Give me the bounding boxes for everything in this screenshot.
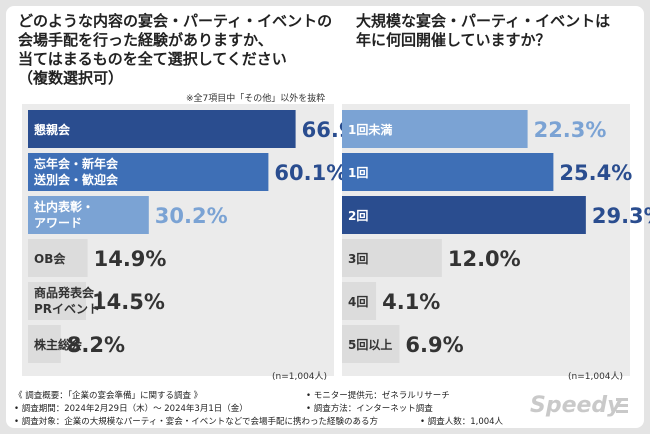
category-label: 1回 [348, 166, 368, 180]
left-n-label: (n=1,004人) [272, 372, 328, 382]
category-label: 1回未満 [348, 122, 392, 137]
category-label: 送別会・歓迎会 [33, 172, 119, 187]
speedy-logo: Speedy [530, 393, 628, 418]
category-label: 4回 [348, 295, 368, 309]
category-label: アワード [34, 216, 82, 230]
category-label: 忘年会・新年会 [34, 156, 119, 171]
value-label: 22.3% [534, 118, 607, 142]
value-label: 4.1% [382, 290, 440, 314]
value-label: 60.1% [274, 161, 347, 185]
category-label: 3回 [348, 252, 368, 266]
category-label: 懇親会 [34, 122, 71, 137]
bar [28, 110, 296, 148]
bar [342, 196, 586, 234]
right-n-label: (n=1,004人) [568, 372, 624, 382]
value-label: 14.9% [94, 247, 167, 271]
footer-line: 《 調査概要：「企業の宴会準備」に関する調査 》 [14, 391, 203, 401]
category-label: 株主総会 [34, 337, 83, 352]
footer-line: • 調査人数：1,004人 [420, 417, 504, 427]
left-question-title: どのような内容の宴会・パーティ・イベントの 会場手配を行った経験がありますか、 … [18, 12, 338, 88]
left-title-line: 会場手配を行った経験がありますか、 [18, 31, 273, 49]
right-title-line: 年に何回開催していますか？ [356, 31, 551, 49]
category-label: OB会 [34, 251, 66, 266]
footer-line: • 調査方法：インターネット調査 [306, 404, 433, 414]
logo-text: Speedy [530, 393, 623, 418]
value-label: 29.3% [592, 204, 650, 228]
bar [28, 282, 86, 320]
right-question-title: 大規模な宴会・パーティ・イベントは 年に何回開催していますか？ [356, 12, 646, 50]
value-label: 12.0% [448, 247, 521, 271]
bar [342, 153, 554, 191]
bar [28, 196, 149, 234]
category-label: 社内表彰・ [33, 199, 94, 214]
left-title-line: 当てはまるものを全て選択してください [18, 50, 287, 68]
category-label: 2回 [348, 209, 368, 223]
value-label: 6.9% [405, 333, 463, 357]
right-title-line: 大規模な宴会・パーティ・イベントは [356, 12, 611, 30]
bar [342, 110, 528, 148]
value-label: 8.2% [67, 333, 125, 357]
footer-line: • モニター提供元：ゼネラルリサーチ [306, 391, 450, 401]
bar [28, 325, 61, 363]
value-label: 14.5% [92, 290, 165, 314]
category-label: 5回以上 [348, 337, 392, 352]
bar [342, 239, 442, 277]
bar [28, 153, 269, 191]
bar [342, 282, 377, 320]
left-title-line: どのような内容の宴会・パーティ・イベントの [18, 12, 333, 30]
category-label: PRイベント [34, 302, 100, 316]
bar [342, 325, 400, 363]
left-title-line: （複数選択可） [18, 69, 124, 87]
left-note: ※全7項目中「その他」以外を抜粋 [186, 94, 326, 104]
bar [28, 239, 88, 277]
category-label: 商品発表会・ [34, 285, 106, 300]
footer-line: • 調査期間：2024年2月29日（木）～ 2024年3月1日（金） [14, 404, 248, 414]
footer-line: • 調査対象：企業の大規模なパーティ・宴会・イベントなどで会場手配に携わった経験… [14, 417, 379, 427]
value-label: 30.2% [155, 204, 228, 228]
value-label: 25.4% [559, 161, 632, 185]
